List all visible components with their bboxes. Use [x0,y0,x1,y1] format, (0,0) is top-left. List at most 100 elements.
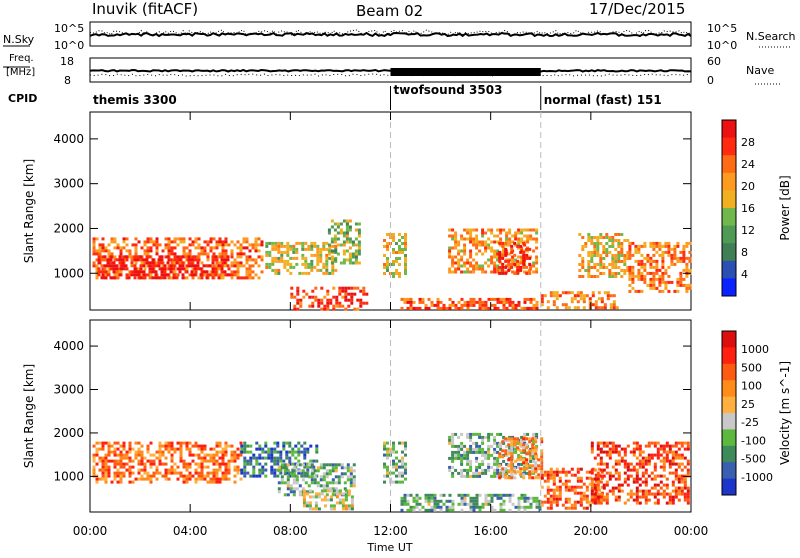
heatmap-cell [351,255,355,259]
heatmap-cell [517,261,521,265]
heatmap-cell [227,471,231,475]
heatmap-cell [605,492,609,496]
heatmap-cell [605,483,609,487]
heatmap-cell [296,307,300,311]
heatmap-cell [628,253,632,257]
heatmap-cell [451,505,455,509]
heatmap-cell [682,256,686,260]
heatmap-cell [357,252,361,256]
heatmap-cell [605,498,609,502]
heatmap-cell [157,258,161,262]
heatmap-cell [95,237,99,241]
heatmap-cell [280,244,284,248]
heatmap-cell [526,234,530,238]
heatmap-cell [140,246,144,250]
heatmap-cell [451,432,455,436]
heatmap-cell [158,243,162,247]
heatmap-cell [628,244,632,248]
heatmap-cell [179,441,183,445]
heatmap-cell [537,464,541,468]
heatmap-cell [637,250,641,254]
heatmap-cell [158,471,162,475]
heatmap-cell [643,256,647,260]
heatmap-cell [578,263,582,266]
heatmap-cell [112,261,116,265]
heatmap-cell [239,441,243,445]
heatmap-cell [516,458,520,462]
heatmap-cell [302,492,306,496]
heatmap-cell [336,225,340,229]
heatmap-cell [261,471,265,475]
heatmap-cell [304,481,308,485]
heatmap-cell [347,292,351,296]
heatmap-cell [653,468,657,472]
heatmap-cell [641,480,645,484]
heatmap-cell [124,255,128,259]
heatmap-cell [116,273,120,277]
heatmap-cell [628,241,632,245]
heatmap-cell [292,256,296,260]
heatmap-cell [383,447,386,451]
heatmap-cell [590,480,594,484]
heatmap-cell [116,474,120,478]
heatmap-cell [591,291,595,295]
heatmap-cell [136,258,140,262]
heatmap-cell [487,447,491,451]
heatmap-cell [475,267,479,271]
heatmap-cell [148,270,152,274]
heatmap-cell [276,450,280,454]
heatmap-cell [200,447,204,451]
heatmap-cell [502,246,506,250]
heatmap-cell [457,243,461,247]
heatmap-cell [110,252,114,256]
heatmap-cell [448,255,452,259]
heatmap-cell [593,251,597,254]
heatmap-cell [578,275,582,278]
heatmap-cell [164,477,168,481]
heatmap-cell [300,474,304,478]
colorbar-frame [721,119,737,297]
heatmap-cell [520,505,524,509]
heatmap-cell [191,276,195,280]
heatmap-cell [112,267,116,271]
heatmap-cell [154,264,158,268]
heatmap-cell [400,508,404,512]
heatmap-cell [415,502,419,506]
heatmap-cell [596,453,600,457]
heatmap-cell [316,481,320,485]
heatmap-cell [564,500,568,504]
heatmap-cell [331,493,335,497]
heatmap-cell [340,472,344,476]
heatmap-cell [329,504,333,508]
heatmap-cell [439,306,443,310]
heatmap-cell [466,237,470,241]
heatmap-cell [236,465,240,469]
heatmap-cell [261,465,265,469]
heatmap-cell [95,249,99,253]
heatmap-cell [529,237,533,241]
heatmap-cell [340,466,344,470]
heatmap-cell [116,276,120,280]
heatmap-cell [635,447,639,451]
heatmap-cell [662,465,666,469]
heatmap-cell [298,271,302,275]
heatmap-cell [212,252,216,256]
heatmap-cell [505,462,509,466]
heatmap-cell [310,463,314,467]
heatmap-cell [433,499,437,503]
heatmap-cell [400,306,404,310]
time-tick-label: 20:00 [574,524,609,538]
heatmap-cell [682,259,686,263]
heatmap-cell [264,468,268,472]
heatmap-cell [686,495,690,499]
heatmap-cell [673,256,677,260]
heatmap-cell [620,248,624,251]
heatmap-cell [647,459,651,463]
heatmap-cell [590,489,594,493]
heatmap-cell [328,469,332,473]
heatmap-cell [623,254,627,257]
heatmap-cell [498,443,502,447]
heatmap-cell [668,465,672,469]
heatmap-cell [179,237,183,241]
heatmap-cell [599,501,603,505]
